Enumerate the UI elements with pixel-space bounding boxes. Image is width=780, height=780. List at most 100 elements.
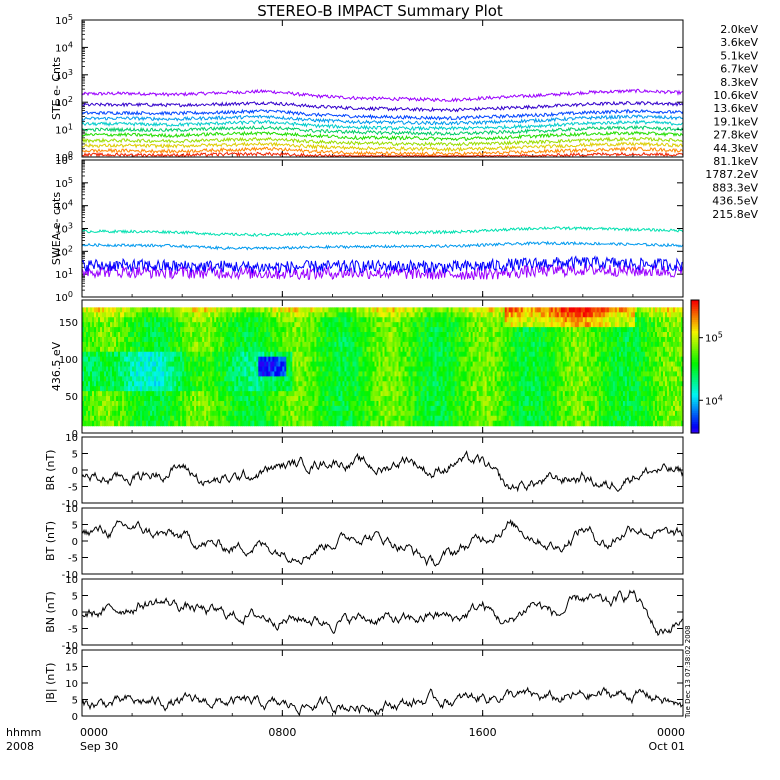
heatmap-cell <box>400 336 404 343</box>
heatmap-cell <box>242 396 245 402</box>
heatmap-cell <box>338 415 342 422</box>
heatmap-cell <box>134 410 137 417</box>
heatmap-cell <box>86 336 89 343</box>
heatmap-cell <box>246 400 249 407</box>
heatmap-cell <box>450 356 454 363</box>
heatmap-cell <box>340 386 344 392</box>
heatmap-cell <box>116 376 119 382</box>
heatmap-cell <box>476 366 480 373</box>
heatmap-cell <box>280 332 283 338</box>
heatmap-cell <box>466 327 470 333</box>
heatmap-cell <box>124 351 127 358</box>
heatmap-cell <box>124 361 127 368</box>
heatmap-cell <box>310 410 313 417</box>
heatmap-cell <box>130 400 133 407</box>
heatmap-cell <box>338 396 342 402</box>
heatmap-cell <box>282 346 285 353</box>
heatmap-cell <box>230 351 233 358</box>
heatmap-cell <box>376 405 380 412</box>
heatmap-cell <box>240 322 243 328</box>
heatmap-cell <box>362 381 366 387</box>
heatmap-cell <box>222 356 225 363</box>
heatmap-cell <box>196 307 199 313</box>
heatmap-cell <box>216 346 219 353</box>
heatmap-cell <box>180 366 183 373</box>
heatmap-cell <box>282 307 285 313</box>
heatmap-cell <box>394 312 398 318</box>
heatmap-cell <box>144 317 147 323</box>
heatmap-cell <box>92 415 95 422</box>
heatmap-cell <box>234 307 237 313</box>
heatmap-cell <box>376 346 380 353</box>
heatmap-cell <box>172 336 175 343</box>
heatmap-cell <box>462 376 466 382</box>
heatmap-cell <box>466 415 470 422</box>
heatmap-cell <box>206 351 209 358</box>
heatmap-cell <box>320 327 323 333</box>
heatmap-cell <box>330 322 334 328</box>
heatmap-cell <box>124 336 127 343</box>
heatmap-cell <box>94 332 97 338</box>
heatmap-cell <box>442 341 446 348</box>
heatmap-cell <box>410 396 414 402</box>
heatmap-cell <box>124 327 127 333</box>
heatmap-cell <box>134 317 137 323</box>
heatmap-cell <box>250 366 253 373</box>
heatmap-cell <box>438 361 442 368</box>
heatmap-cell <box>140 405 143 412</box>
heatmap-cell <box>108 381 111 387</box>
heatmap-cell <box>134 396 137 402</box>
heatmap-cell <box>318 400 321 407</box>
heatmap-cell <box>88 391 91 397</box>
heatmap-cell <box>156 346 159 353</box>
heatmap-cell <box>406 376 410 382</box>
heatmap-cell <box>328 376 332 382</box>
heatmap-cell <box>434 381 438 387</box>
heatmap-cell <box>128 356 131 363</box>
heatmap-cell <box>296 420 299 427</box>
heatmap-cell <box>88 410 91 417</box>
heatmap-cell <box>120 400 123 407</box>
heatmap-cell <box>138 346 141 353</box>
heatmap-cell <box>456 366 460 373</box>
heatmap-cell <box>368 341 372 348</box>
heatmap-cell <box>362 336 366 343</box>
heatmap-cell <box>402 346 406 353</box>
heatmap-cell <box>378 410 382 417</box>
heatmap-cell <box>158 341 161 348</box>
heatmap-cell <box>422 336 426 343</box>
heatmap-cell <box>182 376 185 382</box>
heatmap-cell <box>294 376 297 382</box>
heatmap-cell <box>272 322 275 328</box>
heatmap-cell <box>286 415 289 422</box>
heatmap-cell <box>168 351 171 358</box>
heatmap-cell <box>394 307 398 313</box>
heatmap-cell <box>290 307 293 313</box>
heatmap-cell <box>398 307 402 313</box>
heatmap-cell <box>254 312 257 318</box>
heatmap-cell <box>358 366 362 373</box>
heatmap-cell <box>242 307 245 313</box>
heatmap-cell <box>96 400 99 407</box>
heatmap-cell <box>214 322 217 328</box>
heatmap-cell <box>300 405 303 412</box>
heatmap-cell <box>208 322 211 328</box>
heatmap-cell <box>128 396 131 402</box>
heatmap-cell <box>98 322 101 328</box>
heatmap-cell <box>338 400 342 407</box>
heatmap-cell <box>316 307 319 313</box>
heatmap-cell <box>436 307 440 313</box>
heatmap-cell <box>468 376 472 382</box>
heatmap-cell <box>472 361 476 368</box>
heatmap-cell <box>246 386 249 392</box>
heatmap-cell <box>320 391 323 397</box>
heatmap-cell <box>386 322 390 328</box>
heatmap-cell <box>96 356 99 363</box>
heatmap-cell <box>456 386 460 392</box>
heatmap-cell <box>92 396 95 402</box>
heatmap-cell <box>110 317 113 323</box>
heatmap-cell <box>212 410 215 417</box>
heatmap-cell <box>346 391 350 397</box>
heatmap-cell <box>348 371 352 377</box>
heatmap-cell <box>146 351 149 358</box>
